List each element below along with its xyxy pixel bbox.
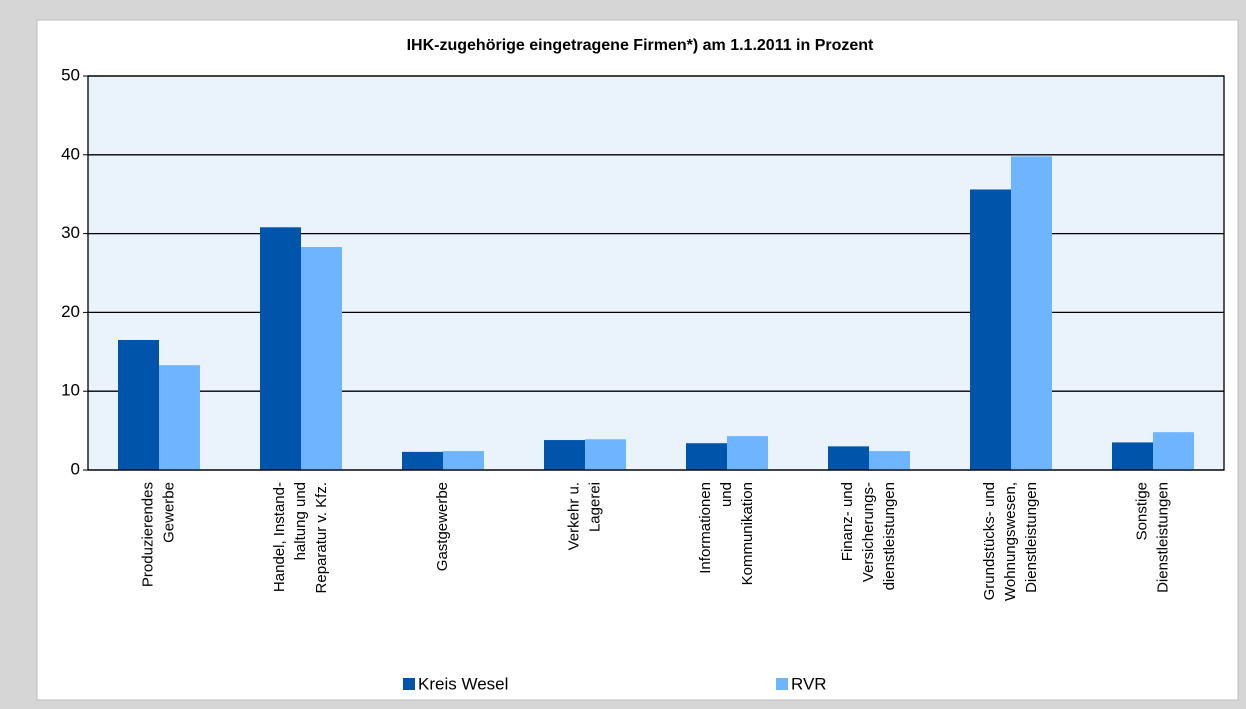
bar bbox=[727, 436, 768, 470]
y-tick-label: 30 bbox=[61, 223, 80, 242]
x-tick-label: Verkehr u. bbox=[565, 482, 582, 550]
x-tick-label: Handel, Instand- bbox=[271, 482, 288, 592]
x-tick-label: haltung und bbox=[292, 482, 309, 560]
x-tick-label: und bbox=[718, 482, 735, 507]
bar bbox=[118, 339, 159, 470]
x-tick-label: Sonstige bbox=[1133, 482, 1150, 540]
bar bbox=[585, 439, 626, 470]
bar bbox=[828, 446, 869, 470]
bar bbox=[443, 451, 484, 470]
bar bbox=[1153, 432, 1194, 470]
bar bbox=[1112, 442, 1153, 470]
bar bbox=[869, 451, 910, 470]
y-tick-label: 50 bbox=[61, 65, 80, 84]
x-tick-label: Informationen bbox=[697, 482, 714, 574]
x-tick-label: Produzierendes bbox=[139, 482, 156, 587]
x-tick-label: Lagerei bbox=[586, 482, 603, 532]
bar bbox=[686, 443, 727, 470]
bar bbox=[159, 365, 200, 470]
x-tick-label: Versicherungs- bbox=[860, 482, 877, 582]
legend-label: RVR bbox=[791, 674, 827, 693]
x-tick-label: dienstleistungen bbox=[881, 482, 898, 590]
bar bbox=[970, 189, 1011, 471]
plot-area bbox=[88, 76, 1224, 470]
y-tick-label: 40 bbox=[61, 144, 80, 163]
x-tick-label: Grundstücks- und bbox=[981, 482, 998, 600]
chart-title: IHK-zugehörige eingetragene Firmen*) am … bbox=[407, 37, 874, 54]
bar bbox=[402, 451, 443, 470]
legend-label: Kreis Wesel bbox=[418, 674, 508, 693]
x-tick-label: Reparatur v. Kfz. bbox=[313, 482, 330, 593]
x-tick-label: Wohnungswesen, bbox=[1002, 482, 1019, 601]
bar bbox=[260, 227, 301, 470]
y-tick-label: 20 bbox=[61, 302, 80, 321]
plot-border bbox=[87, 75, 1225, 471]
legend-swatch bbox=[403, 678, 415, 690]
x-tick-label: Finanz- und bbox=[839, 482, 856, 561]
x-tick-label: Gastgewerbe bbox=[434, 482, 451, 571]
x-tick-label: Kommunikation bbox=[739, 482, 756, 585]
bar bbox=[544, 440, 585, 470]
bar bbox=[301, 246, 342, 470]
x-tick-label: Dienstleistungen bbox=[1023, 482, 1040, 593]
bar bbox=[1011, 156, 1052, 470]
y-tick-label: 10 bbox=[61, 381, 80, 400]
y-tick-label: 0 bbox=[71, 459, 80, 478]
legend-swatch bbox=[776, 678, 788, 690]
x-tick-label: Gewerbe bbox=[160, 482, 177, 543]
x-tick-label: Dienstleistungen bbox=[1154, 482, 1171, 593]
